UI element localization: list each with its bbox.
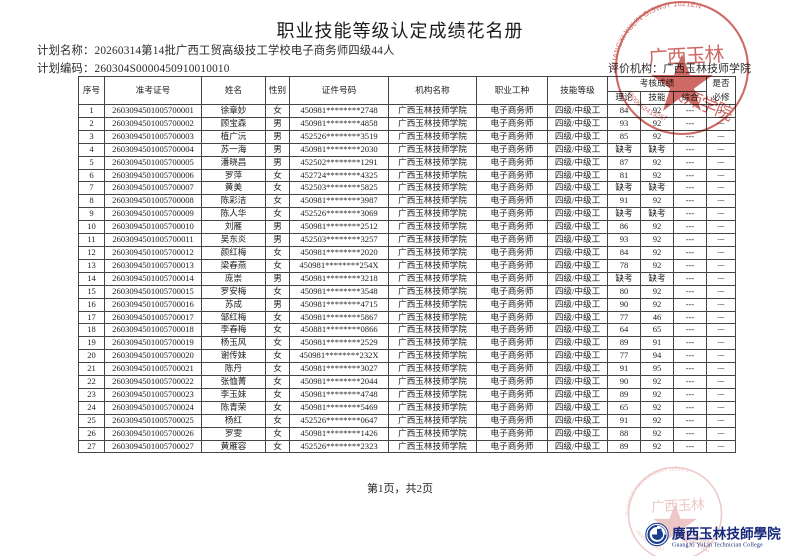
svg-text:廣西玉林技師學院: 廣西玉林技師學院	[672, 526, 781, 542]
svg-text:GuangXi YuLin Technician Colle: GuangXi YuLin Technician College	[672, 542, 763, 548]
svg-text:4500952413257: 4500952413257	[625, 89, 668, 122]
